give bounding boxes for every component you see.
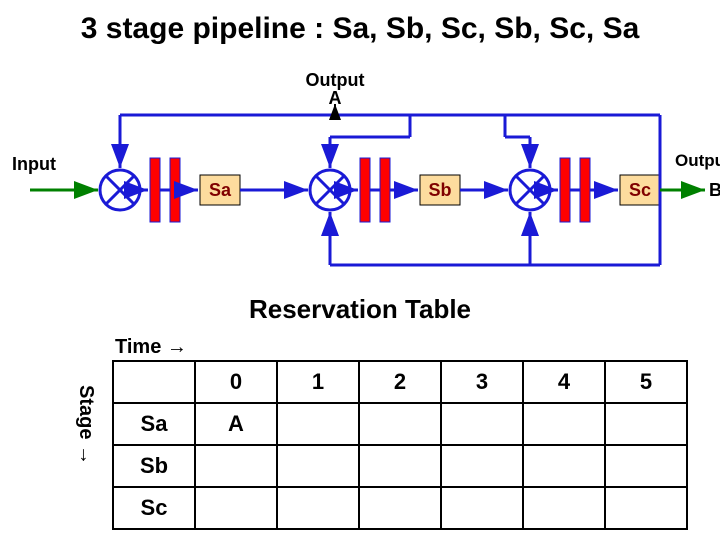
col-header: 1 bbox=[277, 361, 359, 403]
col-header: 2 bbox=[359, 361, 441, 403]
svg-text:Sb: Sb bbox=[428, 180, 451, 200]
stage-axis-label: Stage → bbox=[74, 385, 97, 465]
cell: A bbox=[195, 403, 277, 445]
cell bbox=[359, 487, 441, 529]
cell bbox=[441, 403, 523, 445]
col-header: 3 bbox=[441, 361, 523, 403]
svg-text:B: B bbox=[709, 180, 720, 200]
table-row: Sb bbox=[113, 445, 687, 487]
cell bbox=[441, 445, 523, 487]
cell bbox=[277, 403, 359, 445]
table-row: Sa A bbox=[113, 403, 687, 445]
row-header: Sb bbox=[113, 445, 195, 487]
cell bbox=[605, 403, 687, 445]
reservation-table-title: Reservation Table bbox=[0, 294, 720, 325]
cell bbox=[359, 403, 441, 445]
svg-text:Output: Output bbox=[675, 151, 720, 170]
cell bbox=[605, 445, 687, 487]
cell bbox=[277, 445, 359, 487]
col-header: 0 bbox=[195, 361, 277, 403]
cell bbox=[523, 403, 605, 445]
row-header: Sc bbox=[113, 487, 195, 529]
cell bbox=[605, 487, 687, 529]
cell bbox=[277, 487, 359, 529]
cell bbox=[441, 487, 523, 529]
cell bbox=[523, 445, 605, 487]
cell bbox=[195, 487, 277, 529]
reservation-table: 0 1 2 3 4 5 Sa A Sb Sc bbox=[112, 360, 688, 530]
table-row: Sc bbox=[113, 487, 687, 529]
svg-text:Output: Output bbox=[306, 70, 365, 90]
svg-text:A: A bbox=[329, 88, 342, 108]
pipeline-diagram: InputSaSbScOutputAOutputB bbox=[0, 70, 720, 280]
col-header: 4 bbox=[523, 361, 605, 403]
cell bbox=[523, 487, 605, 529]
svg-text:Sa: Sa bbox=[209, 180, 232, 200]
cell bbox=[359, 445, 441, 487]
col-header: 5 bbox=[605, 361, 687, 403]
time-axis-label: Time → bbox=[115, 336, 187, 359]
row-header: Sa bbox=[113, 403, 195, 445]
slide-title: 3 stage pipeline : Sa, Sb, Sc, Sb, Sc, S… bbox=[0, 12, 720, 46]
svg-text:Input: Input bbox=[12, 154, 56, 174]
table-corner bbox=[113, 361, 195, 403]
svg-text:Sc: Sc bbox=[629, 180, 651, 200]
cell bbox=[195, 445, 277, 487]
